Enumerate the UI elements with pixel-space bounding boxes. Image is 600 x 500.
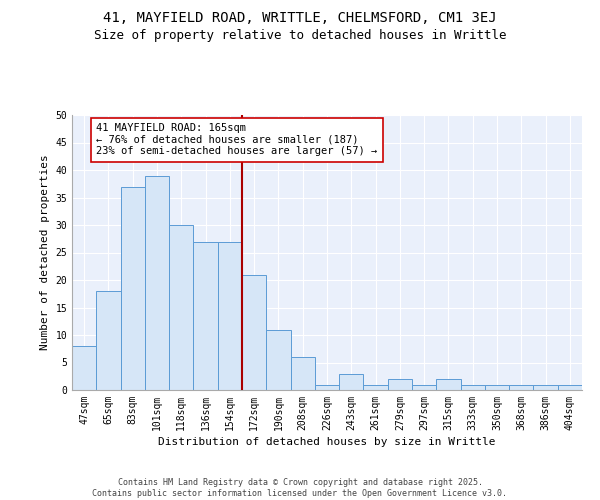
Y-axis label: Number of detached properties: Number of detached properties xyxy=(40,154,50,350)
Text: Contains HM Land Registry data © Crown copyright and database right 2025.
Contai: Contains HM Land Registry data © Crown c… xyxy=(92,478,508,498)
Bar xyxy=(72,346,96,390)
Bar xyxy=(121,186,145,390)
Bar xyxy=(218,242,242,390)
Bar xyxy=(145,176,169,390)
Bar xyxy=(558,384,582,390)
Bar xyxy=(388,379,412,390)
Bar xyxy=(364,384,388,390)
Bar xyxy=(339,374,364,390)
Bar xyxy=(436,379,461,390)
Bar xyxy=(533,384,558,390)
Bar xyxy=(242,274,266,390)
Bar xyxy=(290,357,315,390)
Bar xyxy=(412,384,436,390)
X-axis label: Distribution of detached houses by size in Writtle: Distribution of detached houses by size … xyxy=(158,437,496,447)
Bar xyxy=(193,242,218,390)
Text: 41, MAYFIELD ROAD, WRITTLE, CHELMSFORD, CM1 3EJ: 41, MAYFIELD ROAD, WRITTLE, CHELMSFORD, … xyxy=(103,11,497,25)
Text: 41 MAYFIELD ROAD: 165sqm
← 76% of detached houses are smaller (187)
23% of semi-: 41 MAYFIELD ROAD: 165sqm ← 76% of detach… xyxy=(96,123,377,156)
Bar xyxy=(266,330,290,390)
Bar xyxy=(315,384,339,390)
Bar xyxy=(485,384,509,390)
Bar xyxy=(96,291,121,390)
Bar xyxy=(509,384,533,390)
Bar xyxy=(169,225,193,390)
Bar xyxy=(461,384,485,390)
Text: Size of property relative to detached houses in Writtle: Size of property relative to detached ho… xyxy=(94,29,506,42)
